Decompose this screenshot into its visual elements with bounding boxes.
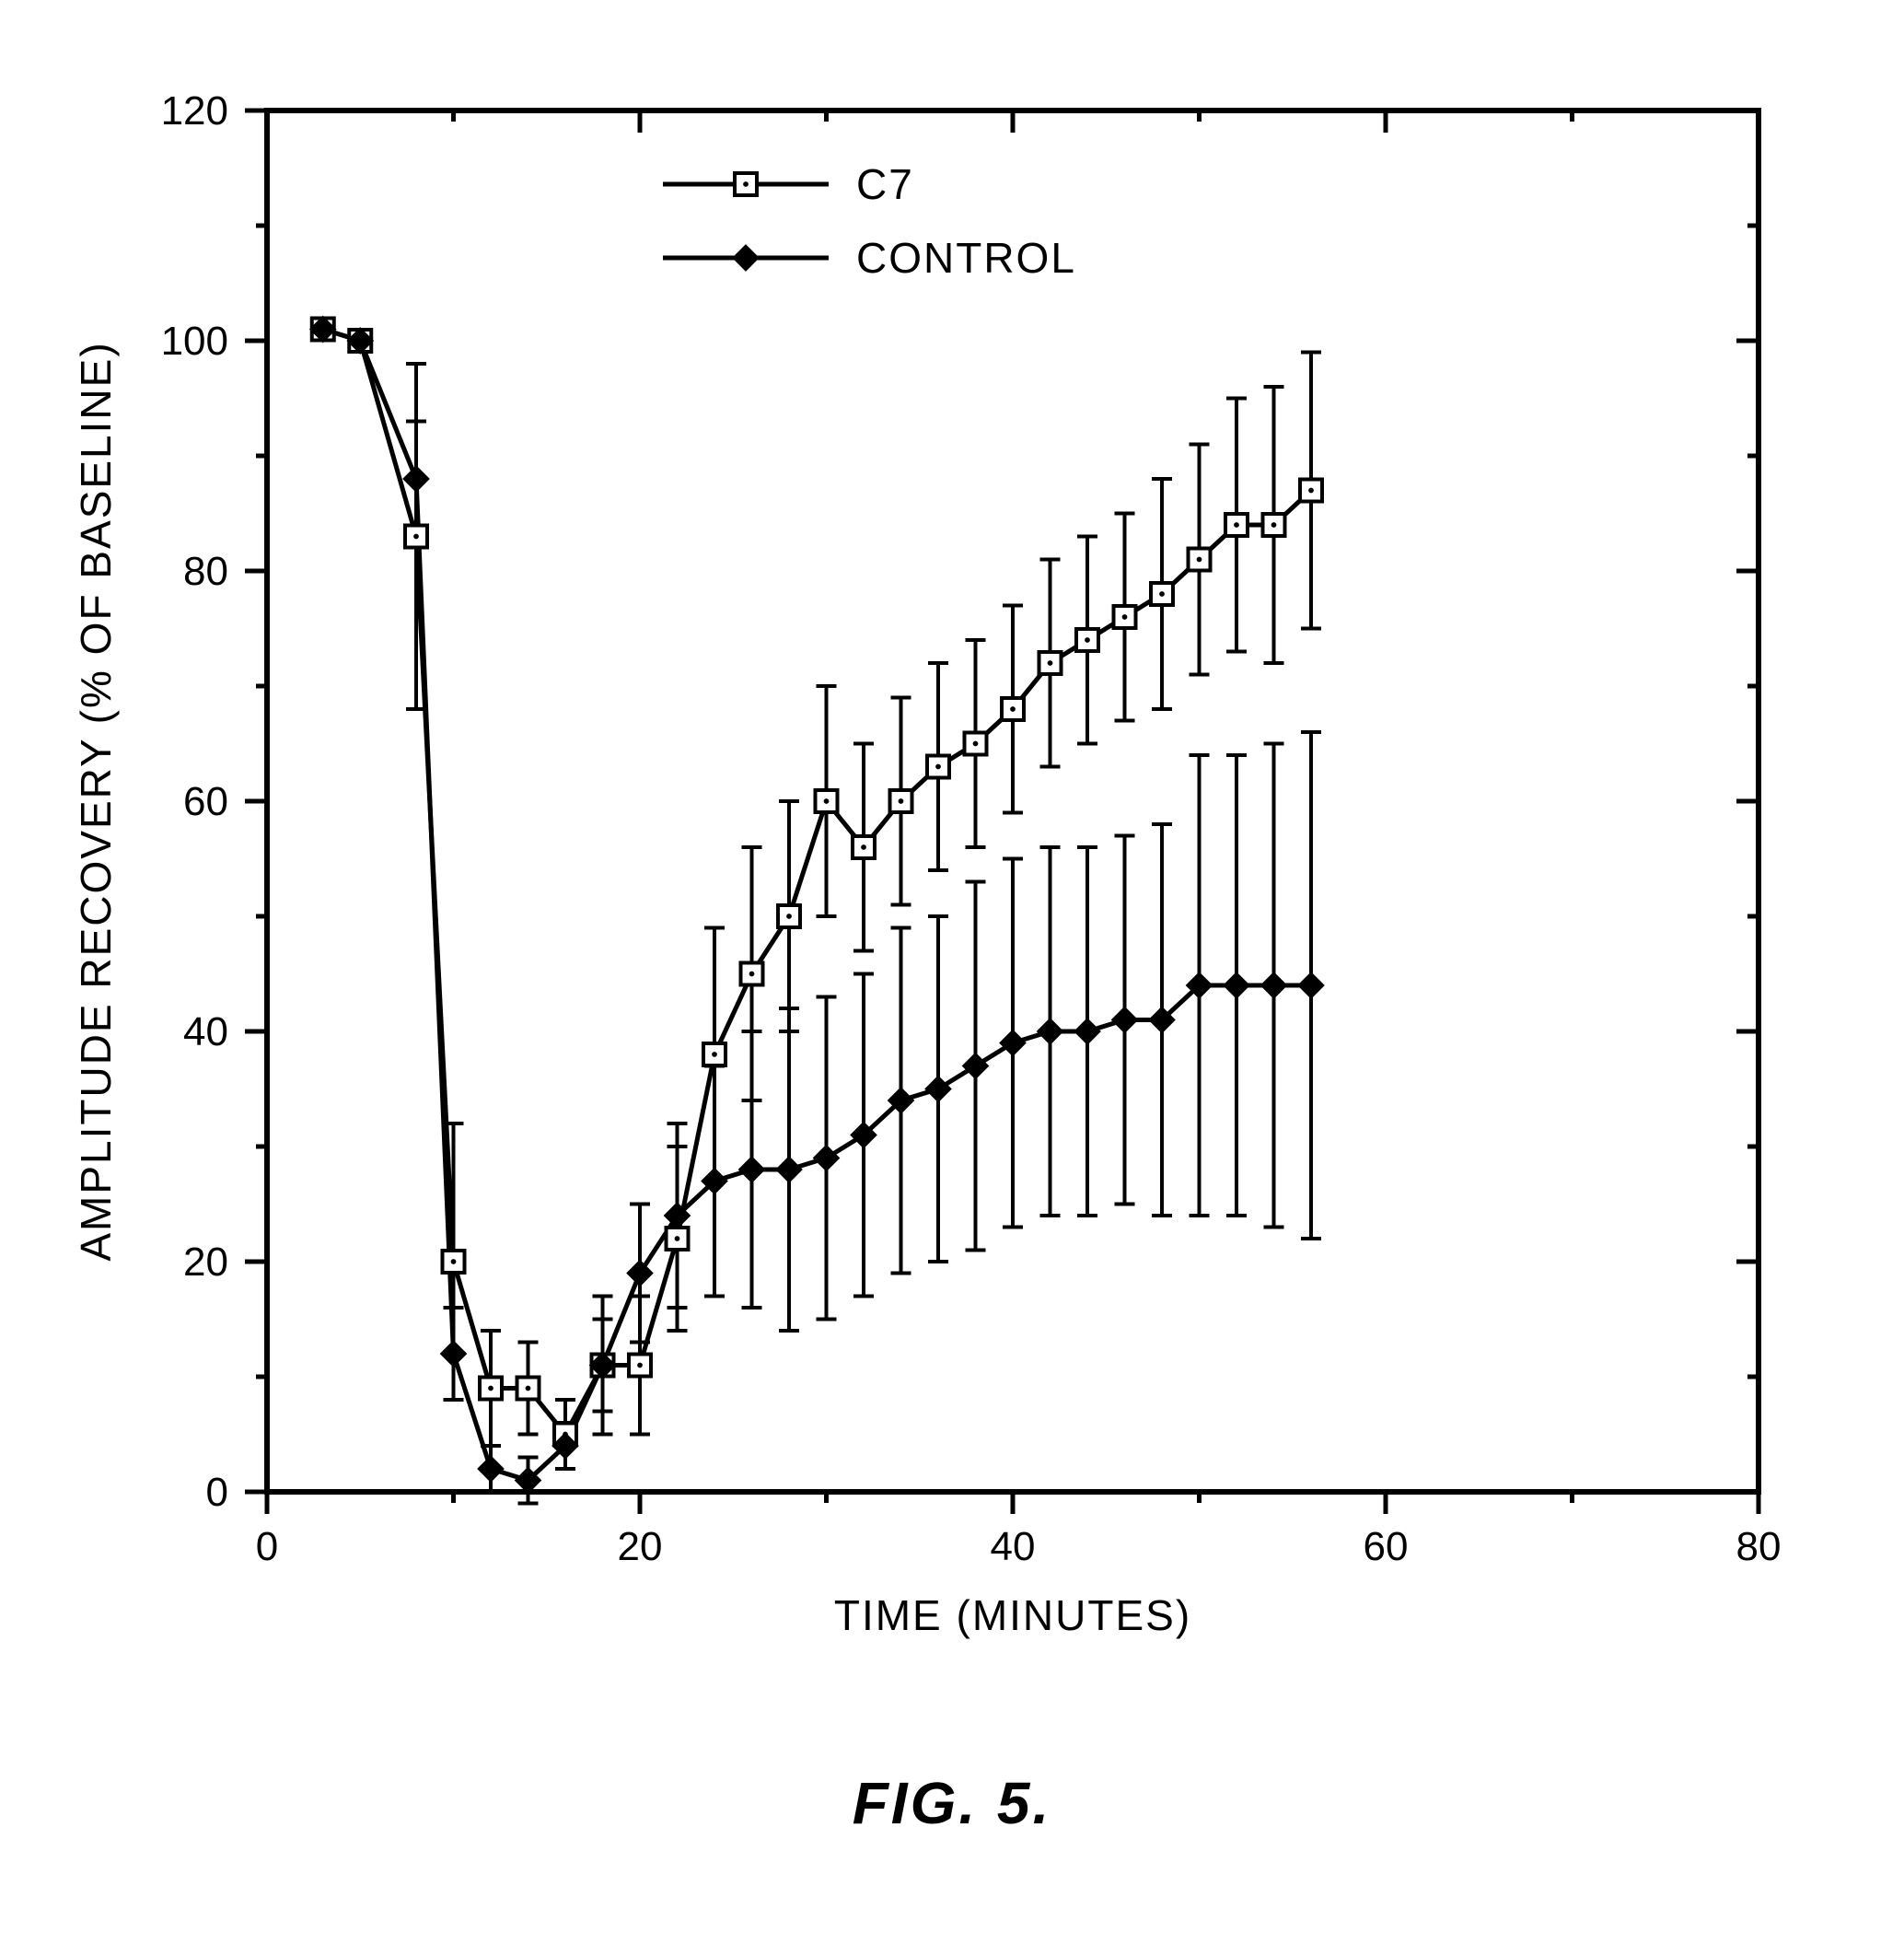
x-tick-label: 80 bbox=[1736, 1524, 1782, 1569]
x-tick-label: 60 bbox=[1364, 1524, 1409, 1569]
y-tick-label: 40 bbox=[183, 1009, 228, 1054]
legend: C7 CONTROL bbox=[663, 160, 1076, 282]
chart-svg: 0 20 40 60 80 0 20 40 60 80 100 120 TIME (MINUTES) AM… bbox=[0, 0, 1904, 1944]
x-tick-label: 0 bbox=[256, 1524, 278, 1569]
errorbars-control bbox=[406, 422, 1321, 1504]
errorbars-c7 bbox=[406, 353, 1321, 1470]
figure-container: 0 20 40 60 80 0 20 40 60 80 100 120 TIME (MINUTES) AM… bbox=[0, 0, 1904, 1944]
y-tick-label: 80 bbox=[183, 549, 228, 594]
x-axis-label: TIME (MINUTES) bbox=[834, 1591, 1191, 1639]
y-axis-label: AMPLITUDE RECOVERY (% OF BASELINE) bbox=[72, 341, 120, 1261]
legend-label: C7 bbox=[856, 160, 914, 208]
x-tick-label: 20 bbox=[618, 1524, 663, 1569]
legend-label: CONTROL bbox=[856, 234, 1076, 282]
x-tick-label: 40 bbox=[991, 1524, 1036, 1569]
y-tick-label: 0 bbox=[206, 1470, 228, 1515]
y-tick-label: 120 bbox=[161, 88, 228, 134]
markers-c7 bbox=[312, 319, 1322, 1446]
y-tick-label: 60 bbox=[183, 779, 228, 824]
markers-control bbox=[312, 319, 1322, 1492]
figure-caption: FIG. 5. bbox=[853, 1770, 1052, 1836]
y-tick-label: 20 bbox=[183, 1240, 228, 1285]
y-tick-label: 100 bbox=[161, 319, 228, 364]
